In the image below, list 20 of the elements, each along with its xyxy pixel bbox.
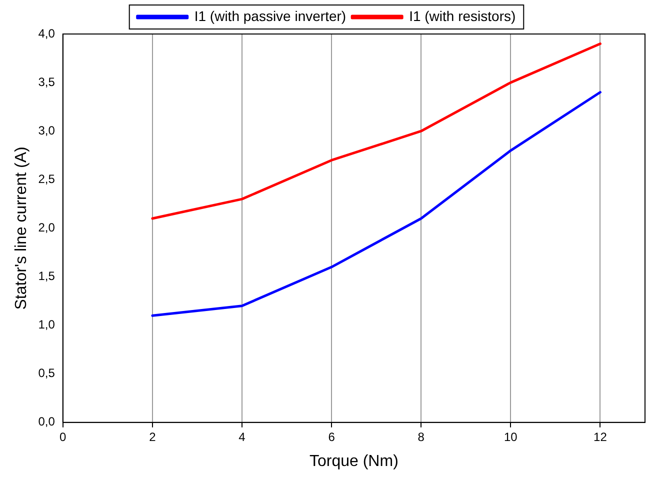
x-tick-label: 8 [418,430,425,444]
y-axis-title: Stator's line current (A) [13,146,30,310]
y-tick-label: 3,0 [38,123,56,138]
y-tick-label: 3,5 [38,74,56,89]
y-tick-label: 0,0 [38,414,56,429]
x-axis-title: Torque (Nm) [309,452,398,470]
x-tick-label: 12 [594,430,608,444]
y-tick-label: 4,0 [38,26,56,40]
x-tick-label: 2 [149,430,156,444]
y-tick-label: 1,5 [38,269,56,284]
y-tick-label: 1,0 [38,318,56,332]
x-tick-label: 10 [504,430,518,444]
x-tick-label: 4 [238,430,246,444]
legend-label: I1 (with resistors) [409,8,516,24]
y-tick-label: 0,5 [38,366,56,380]
y-tick-label: 2,5 [38,172,56,186]
y-tick-label: 2,0 [38,220,56,235]
legend-label: I1 (with passive inverter) [194,8,346,24]
x-tick-label: 0 [60,430,67,444]
x-tick-label: 6 [328,430,336,444]
